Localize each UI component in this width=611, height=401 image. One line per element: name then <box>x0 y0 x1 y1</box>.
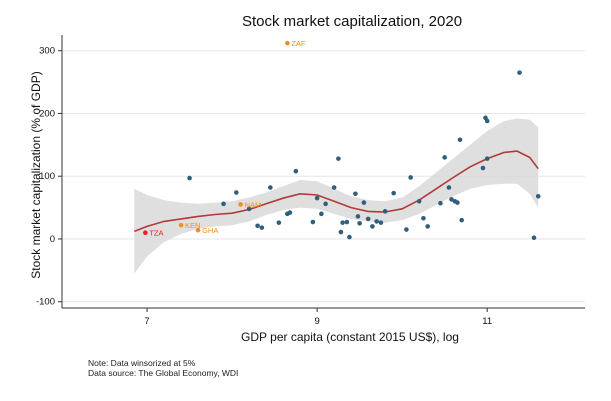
scatter-point <box>357 220 362 226</box>
scatter-point <box>480 165 486 171</box>
scatter-point <box>391 190 396 196</box>
scatter-points <box>187 70 541 241</box>
ci-band-area <box>134 118 539 274</box>
scatter-point <box>484 118 490 124</box>
highlight-point <box>195 227 201 233</box>
note-data-source: Data source: The Global Economy, WDI <box>88 368 239 378</box>
scatter-point <box>255 223 260 229</box>
scatter-point <box>276 220 282 225</box>
point-label: NAM <box>245 200 262 209</box>
note-winsorized: Note: Data winsorized at 5% <box>88 358 196 368</box>
y-axis-label: Stock market capitalization (% of GDP) <box>29 71 43 278</box>
x-tick-label: 7 <box>144 316 149 327</box>
scatter-point <box>408 175 413 180</box>
scatter-point <box>287 210 293 215</box>
scatter-point <box>268 185 273 190</box>
scatter-point <box>421 215 426 221</box>
fit-line <box>134 150 539 233</box>
point-label: ZAF <box>291 39 306 48</box>
scatter-point <box>404 227 409 232</box>
point-label: GHA <box>202 226 218 235</box>
y-tick-label: 200 <box>39 108 55 119</box>
x-axis-label: GDP per capita (constant 2015 US$), log <box>241 330 459 344</box>
scatter-point <box>319 211 324 217</box>
scatter-point <box>293 168 299 174</box>
x-tick-label: 11 <box>482 316 492 327</box>
y-tick-label: -100 <box>36 297 55 308</box>
scatter-point <box>459 217 464 223</box>
confidence-band <box>134 118 539 274</box>
scatter-point <box>314 195 320 201</box>
scatter-point <box>535 193 541 199</box>
scatter-point <box>517 70 522 75</box>
chart-title: Stock market capitalization, 2020 <box>242 13 462 30</box>
point-label: TZA <box>149 229 163 238</box>
scatter-point <box>438 200 443 206</box>
scatter-point <box>310 219 316 225</box>
scatter-point <box>344 219 350 225</box>
scatter-point <box>259 225 265 230</box>
scatter-point <box>457 137 463 143</box>
point-label: KEN <box>185 221 200 230</box>
highlight-point <box>285 40 290 46</box>
scatter-point <box>531 235 537 241</box>
scatter-point <box>425 224 430 229</box>
scatter-point <box>246 206 252 212</box>
scatter-point <box>338 229 344 235</box>
scatter-point <box>361 200 367 205</box>
highlight-point <box>178 222 184 228</box>
scatter-point <box>382 209 388 214</box>
axes: -100 0 100 200 300 7 9 11 <box>36 35 585 327</box>
scatter-point <box>234 190 239 195</box>
x-tick-label: 9 <box>314 316 319 327</box>
chart: Stock market capitalization, 2020 ZAF TZA… <box>29 13 585 344</box>
scatter-point <box>347 234 352 240</box>
scatter-point <box>221 201 226 207</box>
scatter-point <box>323 201 328 207</box>
scatter-point <box>416 199 422 204</box>
highlight-point <box>143 230 148 235</box>
fit-line-group <box>134 150 539 233</box>
highlight-point <box>238 202 243 207</box>
scatter-point <box>484 156 490 161</box>
scatter-point <box>370 224 375 229</box>
scatter-point <box>331 185 337 190</box>
scatter-point <box>353 191 358 197</box>
scatter-point <box>187 175 192 181</box>
scatter-point <box>442 155 447 160</box>
scatter-point <box>378 220 384 225</box>
y-tick-label: 100 <box>39 171 55 182</box>
y-tick-label: 300 <box>39 46 55 57</box>
scatter-point <box>355 214 361 219</box>
scatter-point <box>340 220 345 225</box>
scatter-point <box>336 156 341 161</box>
scatter-point <box>446 185 452 190</box>
scatter-point <box>455 200 460 205</box>
scatter-point <box>449 197 454 202</box>
scatter-point <box>365 216 371 222</box>
y-tick-label: 0 <box>50 234 55 245</box>
scatter-point <box>374 219 379 224</box>
